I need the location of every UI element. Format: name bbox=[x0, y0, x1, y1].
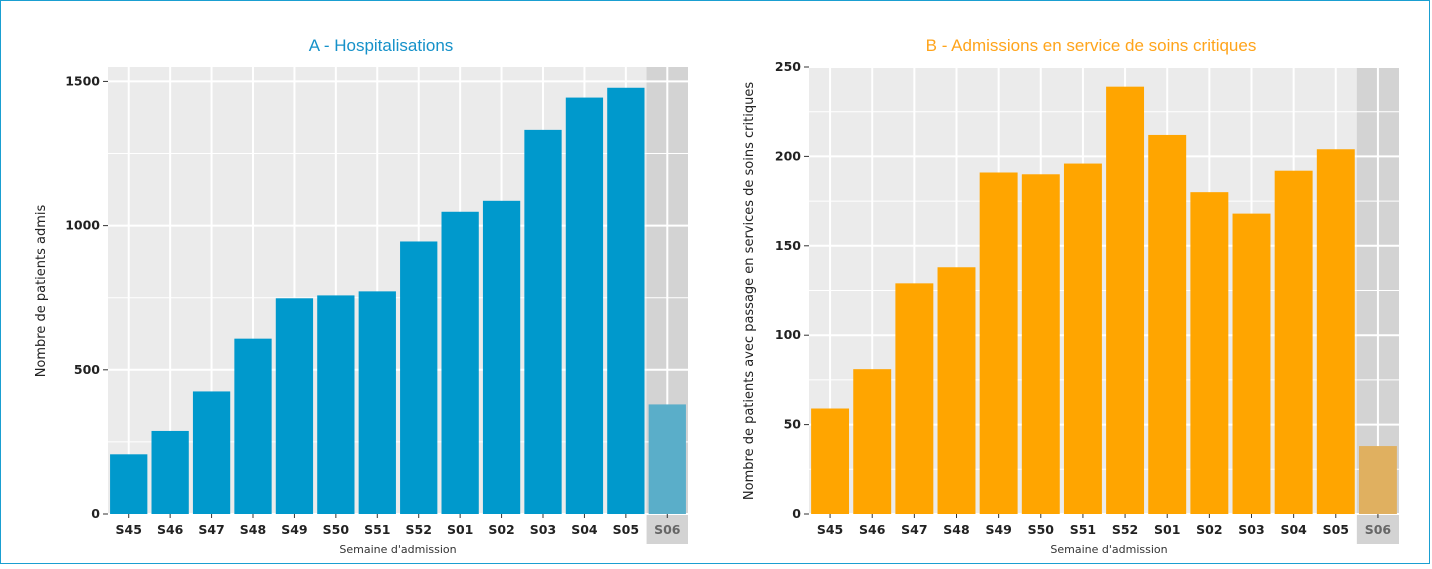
panel-a-bar-s45 bbox=[110, 454, 148, 514]
panel-b-y-axis-title: Nombre de patients avec passage en servi… bbox=[742, 82, 757, 500]
panel-a-x-tick-label: S04 bbox=[571, 522, 598, 537]
panel-a-bar-s03 bbox=[524, 129, 562, 514]
panel-b-bar-s47 bbox=[895, 283, 934, 514]
panel-a-bar-s46 bbox=[151, 430, 189, 514]
panel-b-bar-s46 bbox=[853, 369, 892, 514]
panel-a-y-tick-label: 1500 bbox=[65, 73, 100, 88]
panel-a-y-tick-label: 0 bbox=[91, 506, 100, 521]
panel-b-x-tick-label: S06 bbox=[1365, 522, 1392, 537]
panel-a-x-tick-label: S05 bbox=[613, 522, 639, 537]
panel-a-x-tick-label: S48 bbox=[240, 522, 266, 537]
panel-a-bar-s04 bbox=[565, 97, 604, 514]
panel-b-x-axis-title: Semaine d'admission bbox=[1050, 543, 1167, 556]
panel-b-bar-s49 bbox=[979, 172, 1018, 514]
panel-b-y-tick-label: 100 bbox=[775, 327, 801, 342]
panel-b-bar-s02 bbox=[1190, 192, 1229, 514]
panel-b-x-tick-label: S02 bbox=[1196, 522, 1222, 537]
panel-a-x-tick-label: S50 bbox=[323, 522, 350, 537]
panel-b-bar-s04 bbox=[1274, 170, 1313, 515]
panel-b-bar-s50 bbox=[1021, 174, 1060, 514]
panel-b-plot-area: 0 50 100 150 200 250 S45 S46 S47 S48 S49 S50 S51 S52 S… bbox=[775, 59, 1399, 544]
panel-a-bar-s48 bbox=[234, 338, 272, 514]
panel-b-x-tick-label: S45 bbox=[817, 522, 843, 537]
panel-b-x-tick-label: S03 bbox=[1238, 522, 1264, 537]
panel-b-x-tick-label: S04 bbox=[1280, 522, 1307, 537]
panel-b-bar-s52 bbox=[1106, 86, 1145, 514]
panel-a-bar-s51 bbox=[358, 291, 396, 514]
panel-a-bar-s52 bbox=[400, 241, 438, 515]
panel-a-bar-s06 bbox=[648, 404, 686, 514]
panel-a-title: A - Hospitalisations bbox=[309, 36, 454, 55]
panel-b-x-tick-label: S52 bbox=[1112, 522, 1138, 537]
panel-b-bar-s06 bbox=[1358, 446, 1397, 514]
panel-b-x-tick-label: S47 bbox=[901, 522, 927, 537]
panel-b-x-tick-label: S48 bbox=[943, 522, 969, 537]
panel-a-y-tick-label: 1000 bbox=[65, 218, 100, 233]
panel-a-bar-s02 bbox=[482, 200, 521, 514]
panel-a-x-axis-title: Semaine d'admission bbox=[339, 543, 456, 556]
panel-a-bar-s47 bbox=[192, 391, 231, 514]
panel-b-bar-s48 bbox=[937, 267, 976, 514]
panel-a-x-tick-label: S51 bbox=[364, 522, 390, 537]
panel-a-x-tick-label: S49 bbox=[281, 522, 307, 537]
panel-a-x-tick-label: S52 bbox=[406, 522, 432, 537]
panel-a-bar-s05 bbox=[607, 87, 645, 515]
panel-b-x-tick-label: S51 bbox=[1070, 522, 1096, 537]
panel-a-x-tick-label: S03 bbox=[530, 522, 556, 537]
panel-b-y-tick-label: 150 bbox=[775, 238, 801, 253]
panel-b-bar-s45 bbox=[811, 408, 850, 514]
panel-b-x-tick-label: S01 bbox=[1154, 522, 1180, 537]
panel-a-y-tick-label: 500 bbox=[74, 362, 100, 377]
panel-a-x-tick-label: S02 bbox=[488, 522, 514, 537]
panel-soins-critiques: 0 50 100 150 200 250 S45 S46 S47 S48 S49 S50 S51 S52 S… bbox=[742, 36, 1399, 556]
panel-b-bar-s51 bbox=[1063, 163, 1102, 514]
panel-a-bar-s01 bbox=[441, 211, 479, 514]
panel-b-x-tick-label: S50 bbox=[1028, 522, 1055, 537]
panel-b-y-tick-label: 0 bbox=[792, 506, 801, 521]
panel-b-x-tick-label: S05 bbox=[1323, 522, 1349, 537]
panel-a-x-tick-label: S01 bbox=[447, 522, 473, 537]
panel-b-y-tick-label: 250 bbox=[775, 59, 801, 74]
panel-b-bar-s05 bbox=[1316, 149, 1355, 515]
panel-b-bar-s01 bbox=[1148, 134, 1187, 514]
panel-b-y-tick-label: 200 bbox=[775, 148, 801, 163]
panel-a-x-tick-label: S06 bbox=[654, 522, 681, 537]
panel-a-y-axis-title: Nombre de patients admis bbox=[34, 204, 49, 377]
panel-b-y-tick-label: 50 bbox=[784, 417, 802, 432]
panel-b-x-tick-label: S46 bbox=[859, 522, 886, 537]
panel-b-x-tick-label: S49 bbox=[985, 522, 1011, 537]
panel-a-bar-s50 bbox=[317, 295, 355, 514]
panel-a-x-tick-label: S45 bbox=[116, 522, 142, 537]
panel-a-bar-s49 bbox=[275, 298, 314, 514]
panel-a-x-tick-label: S47 bbox=[198, 522, 224, 537]
panel-b-bar-s03 bbox=[1232, 213, 1271, 514]
panel-a-plot-area: 0 500 1000 1500 S45 S46 S47 S48 S49 S50 S51 S52 S01 S… bbox=[65, 67, 688, 544]
panel-hospitalisations: 0 500 1000 1500 S45 S46 S47 S48 S49 S50 S51 S52 S01 S… bbox=[34, 36, 688, 556]
panel-b-title: B - Admissions en service de soins criti… bbox=[926, 36, 1257, 55]
panel-a-x-tick-label: S46 bbox=[157, 522, 184, 537]
